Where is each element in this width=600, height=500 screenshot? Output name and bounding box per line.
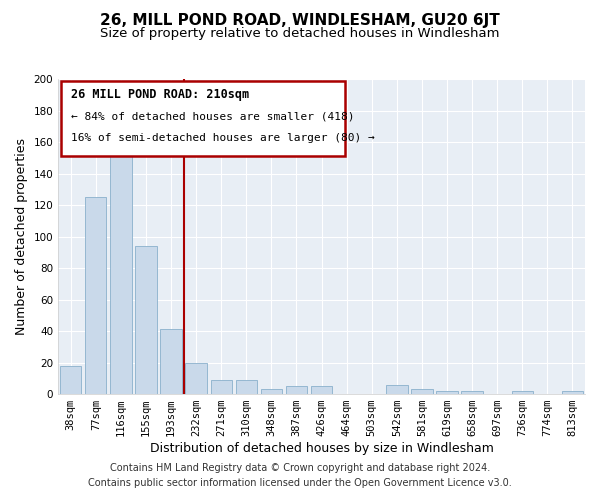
X-axis label: Distribution of detached houses by size in Windlesham: Distribution of detached houses by size … [149,442,494,455]
Bar [110,142,131,394]
FancyBboxPatch shape [61,80,345,156]
Bar [311,386,332,394]
Bar [512,391,533,394]
Bar [286,386,307,394]
Bar [85,197,106,394]
Bar [136,246,157,394]
Bar [386,384,407,394]
Bar [261,390,282,394]
Bar [160,330,182,394]
Bar [461,391,483,394]
Text: ← 84% of detached houses are smaller (418): ← 84% of detached houses are smaller (41… [71,112,355,122]
Text: 16% of semi-detached houses are larger (80) →: 16% of semi-detached houses are larger (… [71,132,375,142]
Bar [211,380,232,394]
Bar [236,380,257,394]
Bar [436,391,458,394]
Text: 26, MILL POND ROAD, WINDLESHAM, GU20 6JT: 26, MILL POND ROAD, WINDLESHAM, GU20 6JT [100,12,500,28]
Text: Size of property relative to detached houses in Windlesham: Size of property relative to detached ho… [100,28,500,40]
Y-axis label: Number of detached properties: Number of detached properties [15,138,28,335]
Text: Contains HM Land Registry data © Crown copyright and database right 2024.
Contai: Contains HM Land Registry data © Crown c… [88,462,512,487]
Bar [185,362,207,394]
Bar [562,391,583,394]
Bar [411,390,433,394]
Bar [60,366,82,394]
Text: 26 MILL POND ROAD: 210sqm: 26 MILL POND ROAD: 210sqm [71,88,250,102]
